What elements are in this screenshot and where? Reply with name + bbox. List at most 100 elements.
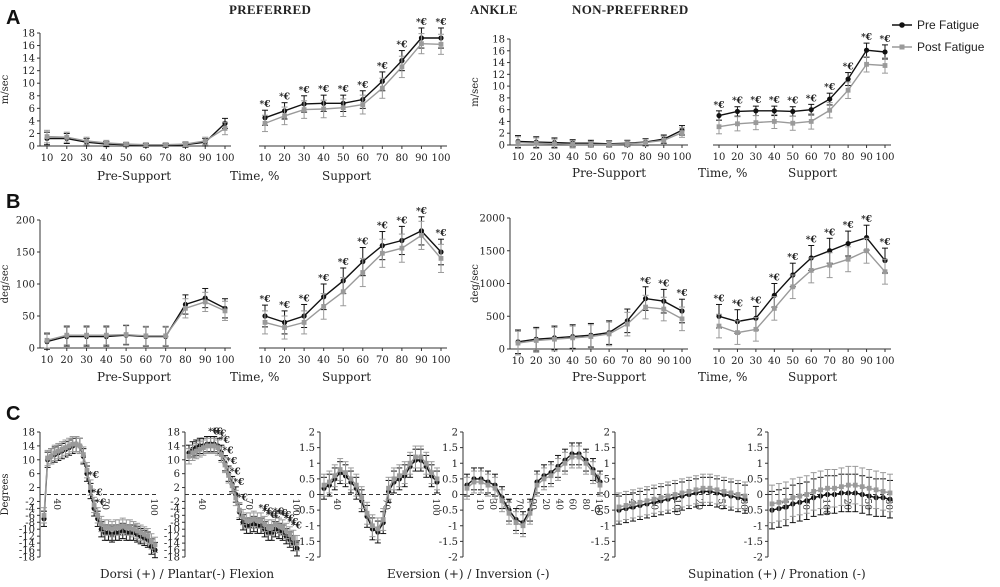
c3-ytick-label: -2 <box>305 553 315 564</box>
b2-xtick-label: 70 <box>621 356 634 367</box>
b1-xtick-label: 80 <box>179 355 192 366</box>
c3-post-point <box>332 473 338 479</box>
b1-xtick-label: 20 <box>278 355 291 366</box>
c5-ytick-label: 1 <box>604 459 610 470</box>
b2-pre-point <box>845 240 851 247</box>
legend-post-marker <box>899 44 905 50</box>
b1-ylabel: deg/sec <box>0 264 11 303</box>
c2-sig-mark: *€ <box>237 493 248 503</box>
c2-post-point <box>247 518 253 523</box>
a1-label-support: Support <box>322 169 371 183</box>
c1-ytick-label: -2 <box>25 497 35 508</box>
legend-pre-marker <box>899 22 905 28</box>
c2-post-point <box>219 452 224 457</box>
c3-ytick-label: -1 <box>305 521 315 532</box>
c6-xtick-label: 40 <box>779 499 789 511</box>
b1-label-time: Time, % <box>230 370 279 384</box>
c3-xtick-label: 40 <box>331 499 341 511</box>
b2-xtick-label: 60 <box>603 356 616 367</box>
b2-label-time: Time, % <box>698 370 747 384</box>
c4-xtick-label: 70 <box>514 499 524 511</box>
c5-ytick-label: 0.5 <box>594 474 610 485</box>
b1-sig-mark: *€ <box>260 295 271 305</box>
a2-xtick-label: 90 <box>860 152 873 163</box>
a1-xtick-label: 80 <box>396 153 409 164</box>
c2-sig-mark: *€ <box>280 511 291 521</box>
a1-post-line <box>264 42 442 125</box>
c3-post-point <box>386 485 391 491</box>
b2-xtick-label: 100 <box>672 356 691 367</box>
b1-sig-mark: *€ <box>318 274 329 284</box>
c1-sig-mark: *€ <box>92 488 103 498</box>
a2-ytick-label: 6 <box>499 105 505 116</box>
b1-post-point <box>438 256 444 261</box>
a1-xtick-label: 40 <box>317 153 330 164</box>
c6-post-point <box>797 493 803 499</box>
b2-ytick-label: 1500 <box>480 246 505 257</box>
a2-xtick-label: 30 <box>750 152 763 163</box>
header-preferred: PREFERRED <box>229 2 311 17</box>
c1-post-point <box>152 542 158 548</box>
c1-post-point <box>131 526 136 532</box>
a2-pre-point <box>753 108 759 114</box>
c5-ytick-label: 1.5 <box>594 443 610 454</box>
b2-xtick-label: 90 <box>657 356 670 367</box>
b1-sig-mark: *€ <box>279 301 290 311</box>
c4-pre-line <box>466 453 601 524</box>
c6-post-point <box>811 488 817 494</box>
b1-xtick-label: 50 <box>120 355 133 366</box>
b1-post-point <box>64 332 70 338</box>
c2-post-point <box>190 450 195 456</box>
a1-sig-mark: *€ <box>377 62 388 72</box>
a1-ytick-label: 6 <box>29 104 35 115</box>
a1-ytick-label: 4 <box>29 116 35 127</box>
header-ankle: ANKLE <box>470 2 518 17</box>
c3-post-point <box>343 470 348 476</box>
c1-sig-mark: *€ <box>95 499 106 509</box>
c2-post-point <box>186 453 192 459</box>
a1-post-point <box>64 134 70 140</box>
c1-ytick-label: 18 <box>22 428 35 439</box>
b1-label-support: Support <box>322 370 371 384</box>
c1-ytick-label: 2 <box>29 483 35 494</box>
a2-post-point <box>570 142 576 147</box>
a1-post-line <box>46 127 226 146</box>
b1-post-point <box>360 270 366 275</box>
a2-post-point <box>533 140 539 146</box>
c2-post-point <box>229 483 235 489</box>
c2-sig-mark: *€ <box>266 511 277 521</box>
b2-xtick-label: 30 <box>548 356 561 367</box>
a1-xtick-label: 60 <box>140 153 153 164</box>
b2-sig-mark: *€ <box>880 238 891 248</box>
c6-ytick-label: -0.5 <box>744 506 763 517</box>
header-nonpreferred: NON-PREFERRED <box>572 2 689 17</box>
b2-ylabel: deg/sec <box>470 264 481 303</box>
c1-post-point <box>80 452 86 457</box>
a2-post-point <box>882 63 888 68</box>
a1-sig-mark: *€ <box>318 85 329 95</box>
c1-post-point <box>70 441 76 447</box>
a1-xtick-label: 10 <box>259 153 272 164</box>
a1-post-point <box>103 140 109 146</box>
c2-sig-mark: *€ <box>230 467 241 477</box>
c1-post-point <box>41 512 47 518</box>
c3-post-point <box>321 482 327 488</box>
b1-ytick-label: 200 <box>16 216 35 227</box>
c5-post-point <box>714 487 720 493</box>
c1-post-point <box>109 526 115 532</box>
legend-pre-label: Pre Fatigue <box>917 18 979 32</box>
c1-post-point <box>59 446 65 452</box>
a2-sig-mark: *€ <box>732 97 743 107</box>
a2-sig-mark: *€ <box>861 33 872 43</box>
c2-sig-mark: *€ <box>291 521 302 531</box>
c4-post-point <box>562 460 568 466</box>
c2-sig-mark: *€ <box>259 504 270 514</box>
c2-sig-mark: *€ <box>233 478 244 488</box>
a2-pre-point <box>882 49 888 55</box>
a1-ytick-label: 16 <box>22 41 35 52</box>
c4-post-point <box>576 454 582 460</box>
c1-ytick-label: -10 <box>19 525 35 536</box>
a1-label-time: Time, % <box>230 169 279 183</box>
